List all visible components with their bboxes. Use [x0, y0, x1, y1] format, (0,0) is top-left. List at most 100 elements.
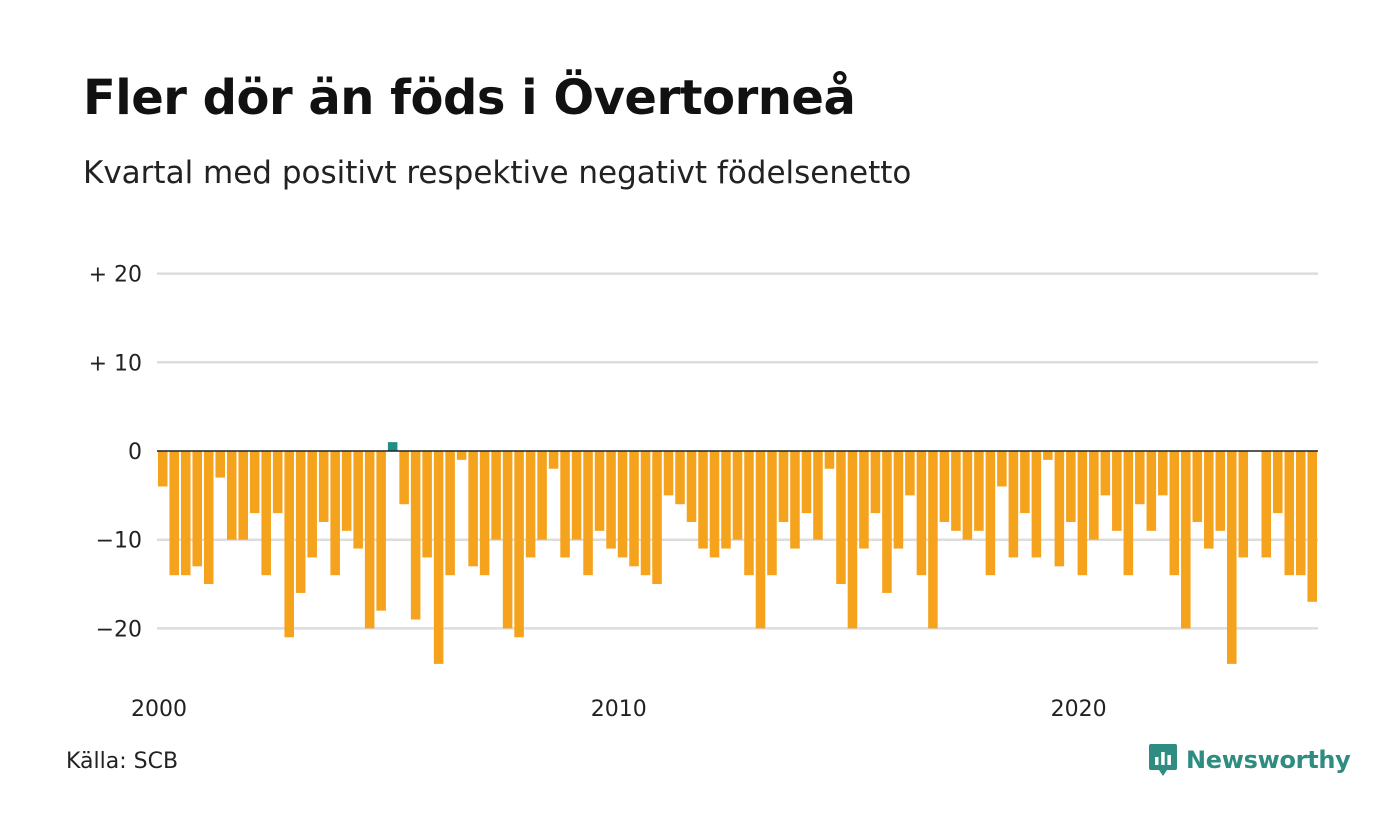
bar	[1031, 451, 1042, 558]
x-tick-label: 2000	[131, 697, 187, 722]
bar	[675, 451, 685, 505]
bar	[686, 451, 697, 522]
bar	[560, 451, 570, 558]
bar	[801, 451, 812, 514]
bar	[916, 451, 927, 576]
bar	[571, 451, 582, 540]
bar	[1043, 451, 1053, 460]
bar	[249, 451, 260, 514]
x-tick-label: 2020	[1051, 697, 1107, 722]
bar	[709, 451, 720, 558]
bars	[157, 442, 1318, 664]
bar	[1238, 451, 1249, 558]
bar	[1284, 451, 1295, 576]
chart-title: Fler dör än föds i Övertorneå	[83, 70, 856, 126]
bar	[295, 451, 306, 593]
bar	[445, 451, 455, 576]
bar	[1158, 451, 1168, 496]
bar	[180, 451, 191, 576]
bar	[284, 451, 294, 638]
bar	[1181, 451, 1191, 629]
bar	[974, 451, 984, 531]
bar	[364, 451, 375, 629]
bar	[836, 451, 846, 585]
bar	[606, 451, 616, 549]
bar	[318, 451, 329, 522]
bar	[698, 451, 708, 549]
y-tick-label: + 20	[89, 263, 142, 288]
x-tick-label: 2010	[591, 697, 647, 722]
bar	[238, 451, 248, 540]
bar	[744, 451, 754, 576]
bar	[962, 451, 973, 540]
newsworthy-chart-icon	[1149, 744, 1177, 776]
bar	[813, 451, 823, 540]
bar	[1077, 451, 1088, 576]
bar	[1054, 451, 1065, 567]
bar	[778, 451, 789, 522]
bar	[169, 451, 180, 576]
bar	[1008, 451, 1019, 558]
y-tick-label: −10	[96, 529, 142, 554]
bar	[422, 451, 432, 558]
bar	[928, 451, 938, 629]
bar	[307, 451, 317, 558]
bar	[594, 451, 605, 531]
bar	[767, 451, 777, 576]
y-axis-labels: + 20 + 10 0 −10 −20	[89, 263, 142, 643]
y-tick-label: 0	[128, 440, 142, 465]
bar	[491, 451, 501, 540]
bar	[939, 451, 950, 522]
bar	[330, 451, 340, 576]
bar	[157, 451, 168, 487]
bar	[870, 451, 881, 514]
bar	[640, 451, 651, 576]
bar	[1123, 451, 1134, 576]
bar	[629, 451, 639, 567]
bar	[272, 451, 283, 514]
bar	[514, 451, 524, 638]
bar	[755, 451, 766, 629]
bar	[1089, 451, 1099, 540]
bar	[353, 451, 363, 549]
bar	[341, 451, 352, 531]
bar	[997, 451, 1007, 487]
bar	[502, 451, 513, 629]
bar	[399, 451, 409, 505]
bar	[732, 451, 743, 540]
bar	[410, 451, 421, 620]
bar	[1261, 451, 1272, 558]
bar	[215, 451, 225, 478]
logo-text: Newsworthy	[1186, 746, 1351, 774]
bar	[1135, 451, 1145, 505]
bar	[1215, 451, 1226, 531]
bar	[376, 451, 386, 611]
bar	[1100, 451, 1111, 496]
bar	[1066, 451, 1076, 522]
bar	[721, 451, 731, 549]
bar	[1273, 451, 1283, 514]
bar	[882, 451, 892, 593]
bar	[433, 451, 444, 664]
bar	[663, 451, 674, 496]
bar	[824, 451, 835, 469]
bar	[951, 451, 961, 531]
bar	[790, 451, 800, 549]
bar	[261, 451, 271, 576]
bar	[1192, 451, 1203, 522]
bar	[537, 451, 547, 540]
x-axis-labels: 2000 2010 2020	[131, 697, 1107, 722]
bar	[479, 451, 490, 576]
bar	[456, 451, 467, 460]
bar	[652, 451, 662, 585]
bar	[525, 451, 536, 558]
bar	[468, 451, 478, 567]
bar	[387, 442, 398, 451]
bar	[548, 451, 559, 469]
source-label: Källa: SCB	[66, 749, 179, 774]
bar	[192, 451, 202, 567]
bar	[893, 451, 904, 549]
bar	[1307, 451, 1318, 602]
bar	[905, 451, 915, 496]
